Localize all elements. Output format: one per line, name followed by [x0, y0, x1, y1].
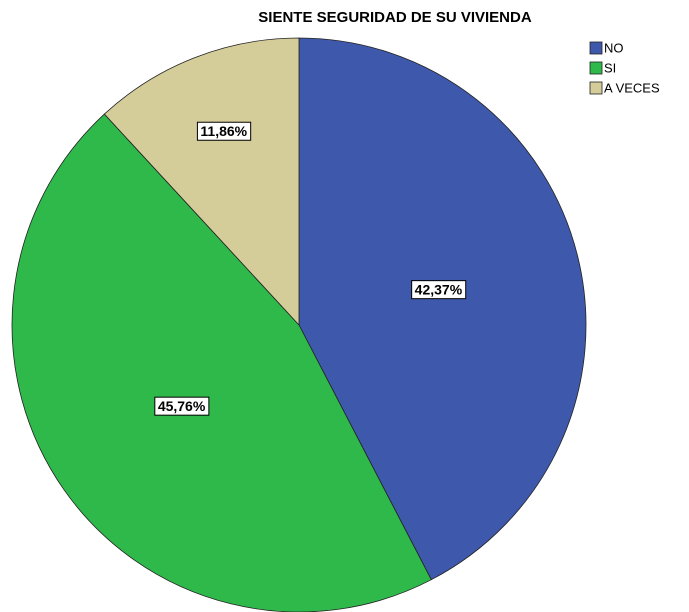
value-label: 45,76%: [158, 398, 206, 414]
pie-slice: [103, 37, 300, 327]
legend-swatch: [589, 41, 603, 55]
value-label-box: [154, 396, 210, 416]
value-label: 11,86%: [200, 123, 247, 139]
chart-title: SIENTE SEGURIDAD DE SU VIVIENDA: [258, 9, 532, 26]
pie-slice: [298, 37, 587, 581]
legend-label: SI: [604, 60, 616, 75]
value-label-box: [196, 121, 252, 141]
legend-label: NO: [604, 40, 624, 55]
value-label-box: [411, 280, 467, 300]
value-label: 42,37%: [415, 282, 463, 298]
legend-label: A VECES: [604, 80, 660, 95]
legend-swatch: [589, 61, 603, 75]
pie-slice: [11, 113, 432, 612]
legend-swatch: [589, 81, 603, 95]
